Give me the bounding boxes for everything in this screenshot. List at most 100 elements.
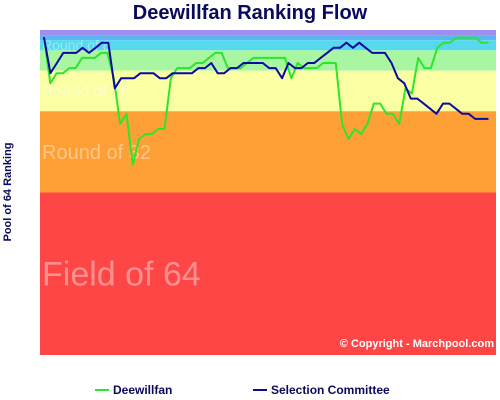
band-5 — [40, 111, 496, 193]
series-1-point — [326, 52, 328, 54]
series-1-point — [409, 97, 412, 100]
series-0-point — [436, 46, 439, 49]
series-0-point — [252, 57, 255, 59]
series-0-point — [125, 112, 128, 115]
band-1 — [40, 35, 496, 41]
series-1-point — [455, 107, 457, 110]
series-1-point — [364, 46, 367, 49]
series-1-point — [487, 118, 489, 120]
series-1-point — [178, 72, 180, 74]
series-1-point — [416, 97, 419, 100]
series-1-point — [268, 67, 271, 69]
series-0-point — [265, 57, 267, 59]
series-0-point — [220, 52, 223, 54]
series-0-point — [68, 67, 71, 69]
band-0 — [40, 30, 496, 36]
series-0-point — [87, 57, 90, 59]
series-0-point — [157, 128, 159, 130]
series-line-1 — [43, 37, 488, 120]
series-1-point — [191, 72, 193, 74]
series-0-point — [170, 77, 172, 80]
series-1-point — [126, 77, 129, 80]
series-1-point — [88, 52, 90, 54]
chart-title: Deewillfan Ranking Flow — [132, 2, 368, 24]
series-1-point — [242, 62, 245, 64]
series-1-point — [249, 62, 251, 64]
series-0-point — [461, 36, 464, 39]
series-0-point — [208, 57, 210, 59]
series-0-point — [201, 62, 204, 64]
legend-label-deewillfan: Deewillfan — [113, 383, 173, 397]
series-0-point — [392, 112, 394, 115]
series-1-point — [474, 118, 476, 120]
series-1-point — [68, 52, 71, 54]
series-0-point — [189, 67, 191, 69]
series-0-point — [474, 36, 477, 39]
series-1-point — [56, 62, 58, 64]
series-0-point — [227, 67, 229, 69]
series-0-point — [176, 67, 178, 69]
legend-swatch-deewillfan — [95, 389, 109, 391]
series-1-point — [461, 112, 464, 115]
series-1-point — [480, 118, 483, 120]
series-1-point — [467, 112, 470, 115]
series-0-point — [100, 52, 102, 54]
series-1-point — [287, 62, 290, 64]
series-1-point — [313, 62, 316, 64]
series-1-point — [49, 72, 52, 74]
band-label-6: Field of 64 — [42, 256, 201, 294]
series-0-point — [214, 52, 217, 54]
series-1-point — [223, 72, 225, 74]
series-1-point — [159, 77, 161, 80]
series-1-point — [94, 46, 97, 49]
series-0-point — [334, 62, 337, 64]
series-0-point — [423, 67, 426, 69]
legend: Deewillfan Selection Committee — [0, 383, 500, 397]
series-1-point — [113, 87, 116, 90]
series-0-point — [277, 57, 280, 59]
series-1-point — [261, 62, 264, 64]
series-0-point — [417, 57, 420, 59]
series-0-point — [487, 41, 489, 44]
series-1-point — [107, 41, 110, 44]
series-1-point — [422, 102, 425, 105]
series-0-point — [366, 123, 369, 125]
series-0-point — [442, 41, 445, 44]
legend-label-selection-committee: Selection Committee — [271, 383, 390, 397]
series-0-point — [119, 123, 121, 125]
series-1-point — [319, 57, 322, 59]
series-0-point — [322, 62, 324, 64]
series-1-point — [307, 62, 309, 64]
series-0-point — [360, 133, 362, 135]
series-0-point — [271, 57, 274, 59]
series-1-point — [442, 102, 444, 105]
series-1-point — [403, 82, 406, 85]
legend-swatch-selection-committee — [253, 389, 267, 391]
series-1-point — [197, 67, 200, 69]
series-1-point — [229, 67, 232, 69]
legend-item-deewillfan: Deewillfan — [95, 383, 172, 397]
series-1-point — [339, 46, 341, 49]
series-1-point — [429, 107, 431, 110]
series-1-point — [281, 77, 283, 80]
series-0-point — [93, 57, 96, 59]
band-6 — [40, 192, 496, 355]
series-0-point — [151, 133, 153, 135]
series-0-point — [55, 72, 58, 74]
series-0-point — [284, 57, 286, 59]
series-1-point — [81, 46, 84, 49]
series-1-point — [371, 52, 373, 54]
series-0-point — [455, 36, 458, 39]
series-1-point — [300, 67, 303, 69]
series-0-point — [449, 41, 451, 44]
series-1-point — [216, 72, 219, 74]
series-1-point — [139, 72, 142, 74]
y-axis-label: Pool of 64 Ranking — [2, 142, 14, 242]
series-1-point — [397, 77, 399, 80]
series-1-point — [358, 41, 361, 44]
series-0-point — [106, 52, 109, 54]
series-0-point — [385, 112, 388, 115]
series-1-point — [332, 46, 335, 49]
series-0-point — [144, 133, 147, 135]
series-1-point — [62, 52, 65, 54]
